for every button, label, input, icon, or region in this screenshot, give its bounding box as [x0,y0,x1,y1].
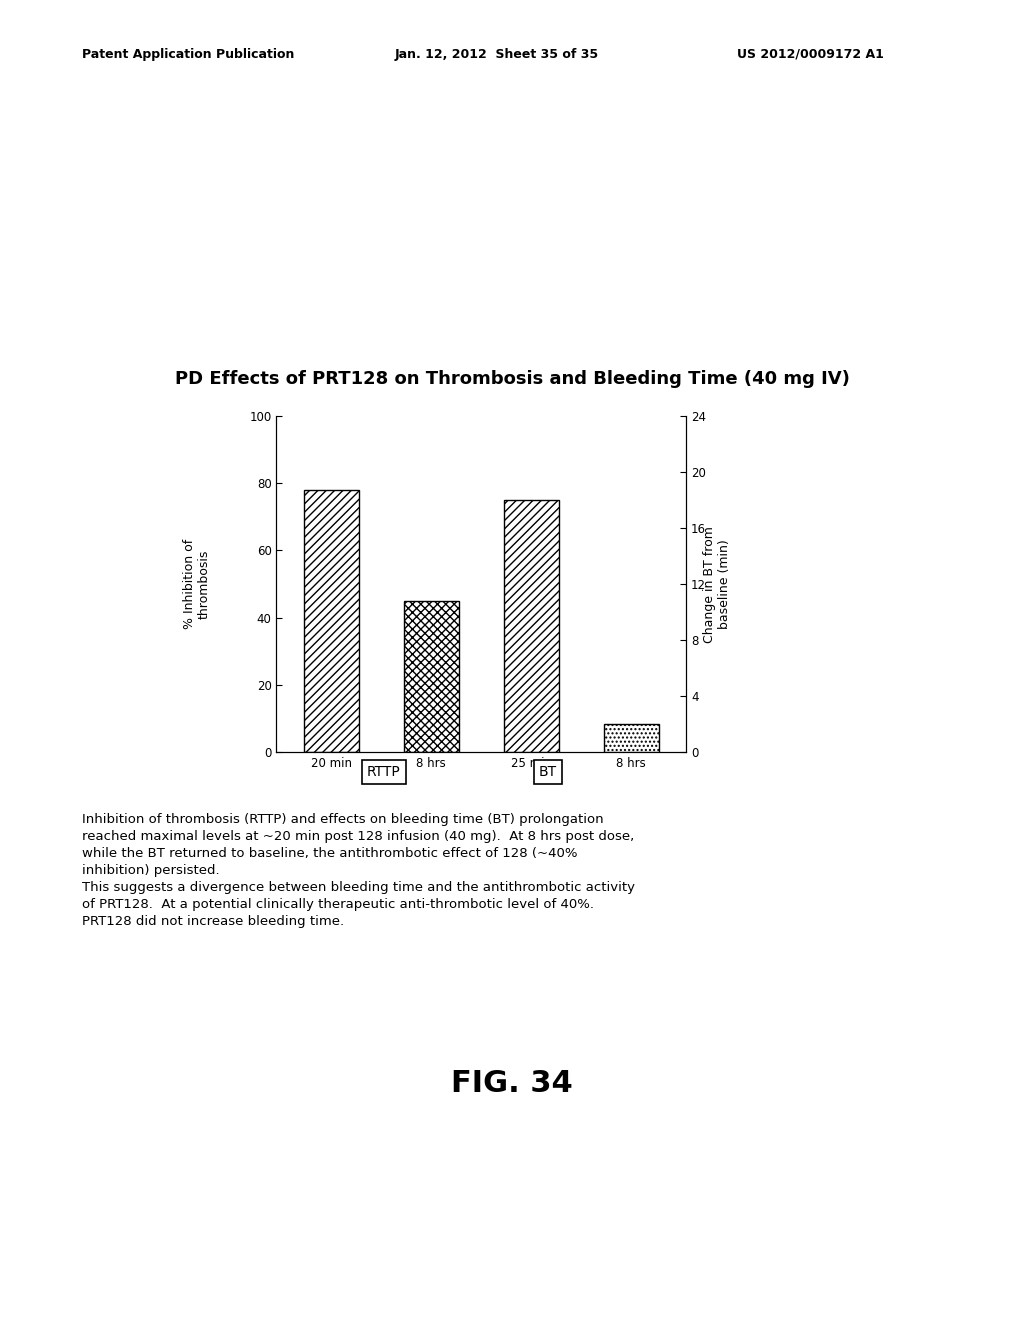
Text: Inhibition of thrombosis (RTTP) and effects on bleeding time (BT) prolongation
r: Inhibition of thrombosis (RTTP) and effe… [82,813,635,928]
Y-axis label: % Inhibition of
thrombosis: % Inhibition of thrombosis [182,539,211,630]
Text: FIG. 34: FIG. 34 [452,1069,572,1098]
Bar [504,500,559,752]
Bar [304,490,358,752]
Text: PD Effects of PRT128 on Thrombosis and Bleeding Time (40 mg IV): PD Effects of PRT128 on Thrombosis and B… [174,370,850,388]
Text: RTTP: RTTP [368,766,400,779]
Text: US 2012/0009172 A1: US 2012/0009172 A1 [737,48,884,61]
Bar [604,725,658,752]
Y-axis label: Change in BT from
baseline (min): Change in BT from baseline (min) [703,525,731,643]
Text: BT: BT [539,766,557,779]
Bar [403,601,459,752]
Text: Jan. 12, 2012  Sheet 35 of 35: Jan. 12, 2012 Sheet 35 of 35 [394,48,598,61]
Text: Patent Application Publication: Patent Application Publication [82,48,294,61]
